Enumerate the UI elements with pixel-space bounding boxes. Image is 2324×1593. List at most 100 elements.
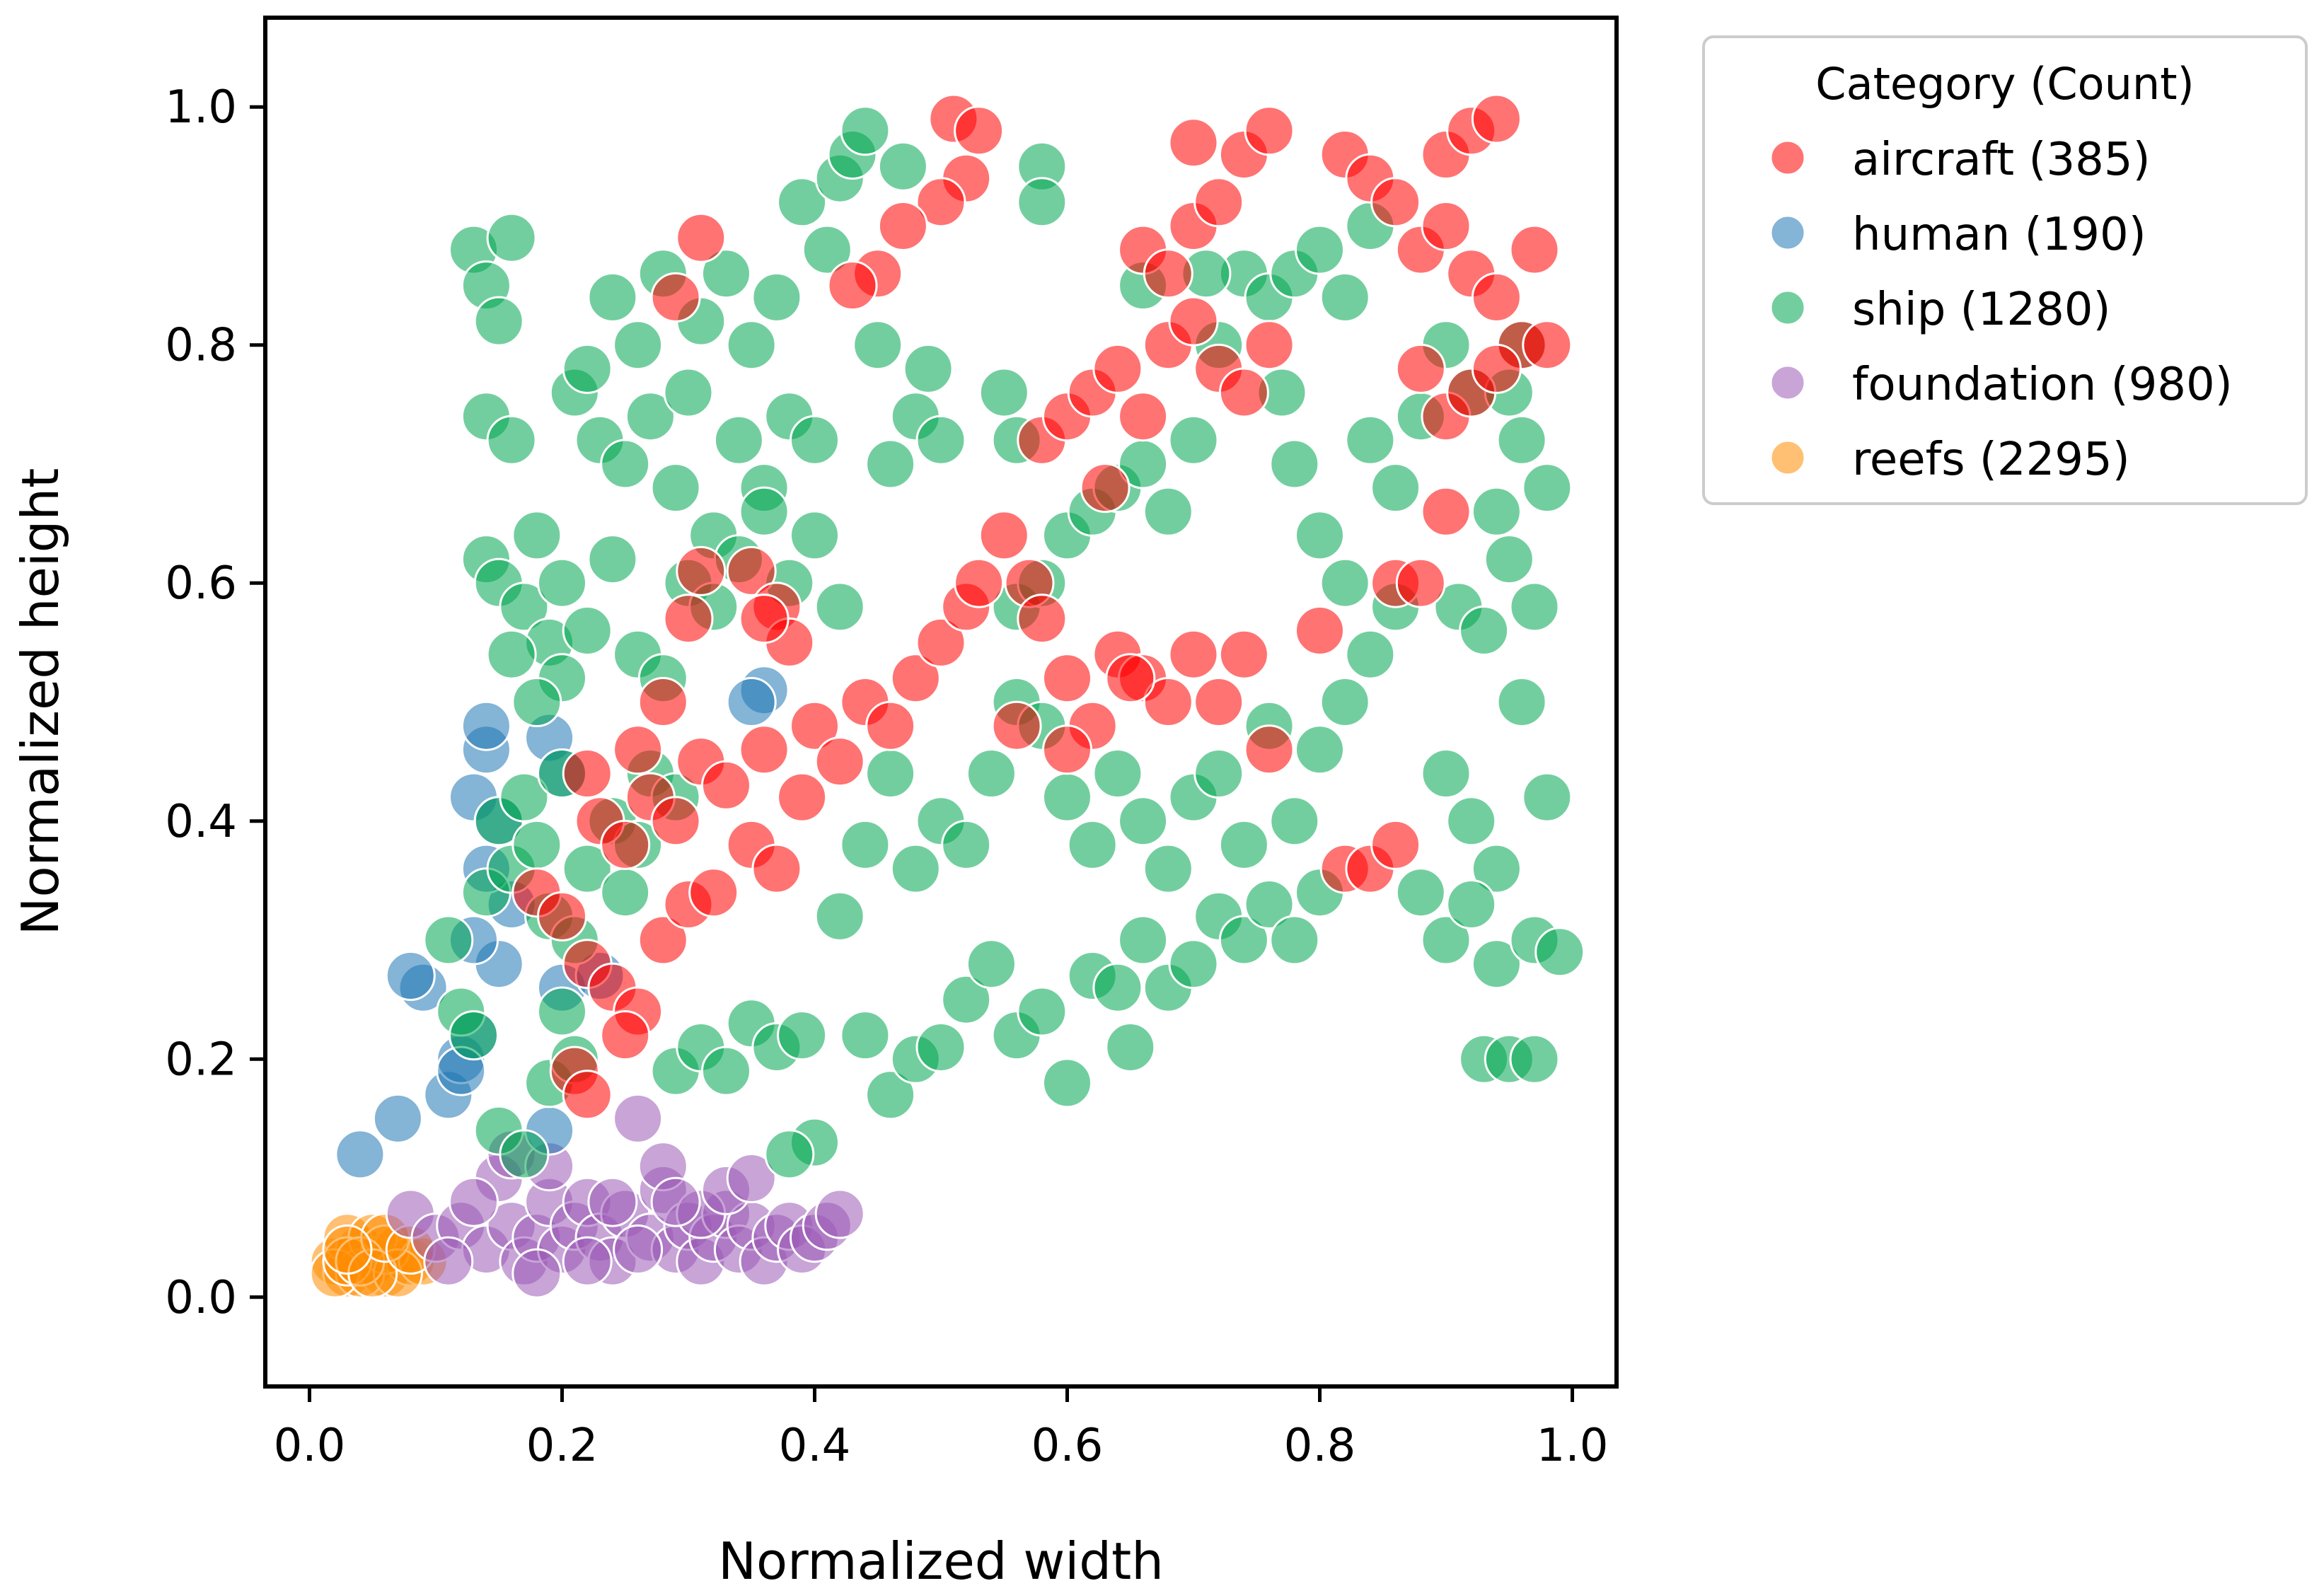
ship-point (1269, 439, 1320, 490)
aircraft-point (890, 653, 941, 704)
ship-point (790, 510, 840, 561)
ship-point (499, 581, 550, 632)
ship-point (865, 439, 916, 490)
aircraft-point (1295, 606, 1345, 656)
reefs-point (322, 1224, 373, 1275)
foundation-point (587, 1176, 638, 1227)
series-foundation (385, 1093, 865, 1299)
ship-point (915, 415, 966, 465)
ship-point (802, 224, 852, 275)
ship-point (751, 272, 802, 323)
ship-point (562, 343, 613, 394)
ship-point (1269, 796, 1320, 847)
ship-point (915, 1022, 966, 1072)
ship-point (1042, 772, 1092, 823)
aircraft-point (1193, 177, 1244, 228)
ship-point (713, 415, 764, 465)
ship-point (600, 439, 651, 490)
ship-point (814, 581, 865, 632)
ship-point (1522, 463, 1573, 514)
ship-point (1421, 748, 1472, 799)
aircraft-point (1143, 248, 1193, 299)
aircraft-point (726, 545, 777, 596)
ship-point (701, 248, 751, 299)
aircraft-point (1080, 463, 1131, 514)
ship-point (562, 843, 613, 894)
aircraft-point (1042, 724, 1092, 775)
aircraft-point (562, 748, 613, 799)
ship-point (499, 772, 550, 823)
aircraft-point (865, 700, 916, 751)
legend-label: human (190) (1852, 209, 2146, 261)
aircraft-point (1042, 653, 1092, 704)
ship-point (978, 367, 1029, 418)
y-tick-label: 0.2 (165, 1033, 237, 1086)
series-ship (423, 105, 1585, 1180)
ship-point (423, 915, 474, 966)
ship-point (852, 320, 903, 371)
ship-point (663, 367, 714, 418)
aircraft-point (1244, 724, 1295, 775)
y-tick-label: 0.6 (165, 557, 237, 610)
aircraft-point (1509, 224, 1560, 275)
ship-point (1459, 606, 1510, 656)
ship-point (840, 1010, 891, 1061)
legend: Category (Count) aircraft (385) human (19… (1702, 35, 2308, 505)
ship-point (587, 272, 638, 323)
ship-point (511, 677, 562, 727)
aircraft-point (1017, 593, 1068, 644)
ship-point (1509, 1033, 1560, 1084)
ship-point (966, 748, 1017, 799)
aircraft-point (1218, 629, 1269, 680)
aircraft-point (701, 760, 751, 811)
ship-point (486, 629, 537, 680)
legend-entries: aircraft (385) human (190) ship (1280) foun… (1769, 134, 2233, 486)
foundation-point (650, 1176, 701, 1227)
ship-point (1017, 177, 1068, 228)
aircraft-point (650, 272, 701, 323)
human-point (385, 951, 436, 1001)
ship-point (650, 463, 701, 514)
ship-point (903, 343, 954, 394)
aircraft-point (1522, 320, 1573, 371)
ship-point (613, 320, 664, 371)
foundation-point (562, 1236, 613, 1287)
foundation-point (511, 1248, 562, 1299)
ship-point (486, 415, 537, 465)
legend-marker (1769, 139, 1806, 176)
ship-point (1218, 819, 1269, 870)
aircraft-point (600, 819, 651, 870)
aircraft-point (1421, 201, 1472, 251)
ship-point (1295, 224, 1345, 275)
ship-point (1395, 867, 1446, 918)
legend-marker (1769, 289, 1806, 326)
ship-point (1092, 962, 1143, 1013)
aircraft-point (1471, 272, 1522, 323)
aircraft-point (562, 1070, 613, 1120)
aircraft-point (777, 772, 828, 823)
ship-point (1421, 915, 1472, 966)
ship-point (1471, 843, 1522, 894)
ship-point (499, 1129, 550, 1180)
x-tick-label: 0.0 (274, 1420, 346, 1472)
ship-point (840, 105, 891, 156)
ship-point (1522, 772, 1573, 823)
aircraft-point (1395, 343, 1446, 394)
ship-point (814, 891, 865, 942)
ship-point (562, 606, 613, 656)
ship-point (1496, 415, 1547, 465)
ship-point (1370, 463, 1421, 514)
legend-label: aircraft (385) (1852, 134, 2151, 186)
y-axis-label: Normalized height (11, 468, 70, 936)
ship-point (486, 212, 537, 263)
ship-point (1067, 819, 1118, 870)
x-tick-label: 0.8 (1284, 1420, 1356, 1472)
ship-point (790, 415, 840, 465)
foundation-point (613, 1224, 664, 1275)
series-aircraft (511, 93, 1573, 1120)
ship-point (777, 177, 828, 228)
ship-point (587, 534, 638, 585)
human-point (461, 700, 511, 751)
ship-point (1319, 677, 1370, 727)
